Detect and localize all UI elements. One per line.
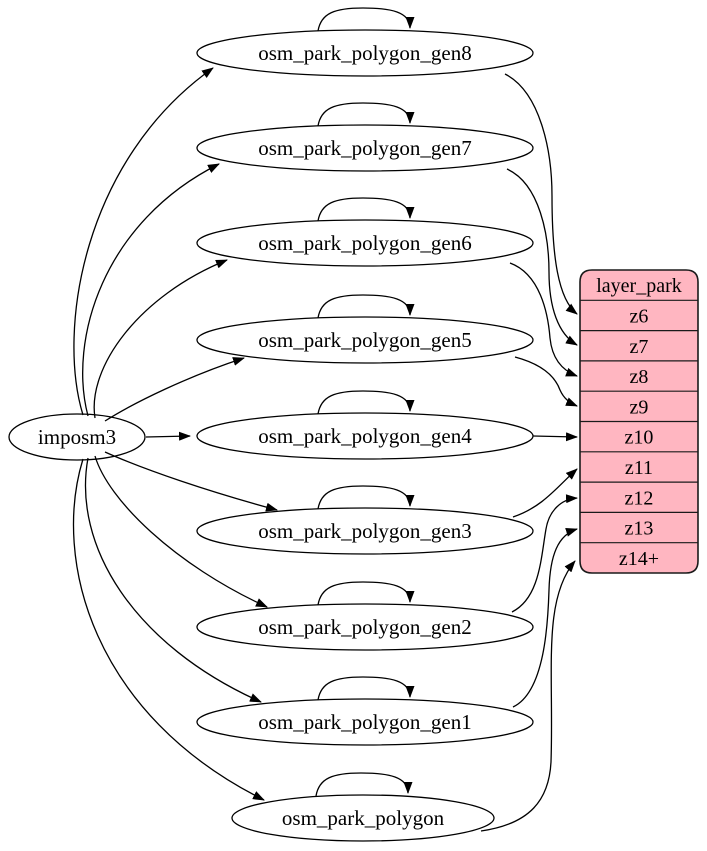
edge-osm_park_polygon-to-osm_park_polygon (315, 772, 413, 797)
edge-imposm3-to-osm_park_polygon_gen4 (145, 431, 191, 441)
edge-imposm3-to-osm_park_polygon_gen2 (94, 455, 268, 608)
edge-imposm3-to-osm_park_polygon_gen5 (104, 357, 245, 422)
osm_park_polygon_gen8-label: osm_park_polygon_gen8 (258, 41, 471, 65)
record-title: layer_park (596, 275, 682, 297)
edge-osm_park_polygon_gen7-to-osm_park_polygon_gen7 (317, 102, 415, 127)
record-row-z9: z9 (630, 396, 649, 418)
record-row-z7: z7 (630, 336, 649, 358)
record-row-z13: z13 (625, 518, 654, 540)
table-node-osm_park_polygon_gen7: osm_park_polygon_gen7 (196, 124, 534, 172)
osm_park_polygon_gen8-ellipse (196, 29, 534, 77)
table-node-osm_park_polygon_gen3: osm_park_polygon_gen3 (196, 507, 534, 555)
record-row-z10: z10 (625, 427, 654, 449)
table-node-imposm3: imposm3 (8, 413, 146, 461)
table-node-osm_park_polygon_gen8: osm_park_polygon_gen8 (196, 29, 534, 77)
edge-osm_park_polygon_gen1-to-osm_park_polygon_gen1 (317, 676, 415, 701)
record-row-z11: z11 (625, 457, 653, 479)
imposm3-label: imposm3 (38, 425, 116, 449)
edge-osm_park_polygon_gen8-to-z6 (504, 73, 578, 315)
edge-imposm3-to-osm_park_polygon (72, 458, 265, 801)
edge-osm_park_polygon-to-z14+ (480, 560, 576, 832)
osm_park_polygon_gen7-ellipse (196, 124, 534, 172)
osm_park_polygon_gen3-ellipse (196, 507, 534, 555)
edge-osm_park_polygon_gen4-to-osm_park_polygon_gen4 (317, 390, 415, 415)
table-node-osm_park_polygon_gen6: osm_park_polygon_gen6 (196, 219, 534, 267)
record-row-z14+: z14+ (619, 548, 659, 570)
osm_park_polygon_gen2-ellipse (196, 603, 534, 651)
table-node-osm_park_polygon: osm_park_polygon (231, 794, 495, 842)
edge-osm_park_polygon_gen5-to-z9 (514, 356, 578, 407)
edge-osm_park_polygon_gen1-to-z13 (512, 528, 578, 708)
osm_park_polygon_gen5-label: osm_park_polygon_gen5 (258, 328, 471, 352)
edge-osm_park_polygon_gen2-to-osm_park_polygon_gen2 (317, 581, 415, 606)
table-node-osm_park_polygon_gen5: osm_park_polygon_gen5 (196, 316, 534, 364)
edge-imposm3-to-osm_park_polygon_gen3 (104, 451, 278, 512)
edge-imposm3-to-osm_park_polygon_gen7 (82, 163, 220, 417)
osm_park_polygon_gen6-ellipse (196, 219, 534, 267)
osm_park_polygon_gen1-ellipse (196, 698, 534, 746)
edge-osm_park_polygon_gen7-to-z7 (506, 168, 578, 346)
table-node-osm_park_polygon_gen1: osm_park_polygon_gen1 (196, 698, 534, 746)
edge-osm_park_polygon_gen6-to-z8 (509, 262, 578, 377)
edge-osm_park_polygon_gen3-to-z11 (512, 468, 578, 518)
edge-imposm3-to-osm_park_polygon_gen6 (93, 259, 228, 419)
osm_park_polygon_gen5-ellipse (196, 316, 534, 364)
edge-osm_park_polygon_gen6-to-osm_park_polygon_gen6 (317, 197, 415, 222)
record-row-z8: z8 (630, 366, 649, 388)
osm_park_polygon_gen3-label: osm_park_polygon_gen3 (258, 519, 471, 543)
osm_park_polygon-label: osm_park_polygon (282, 806, 445, 830)
table-node-osm_park_polygon_gen4: osm_park_polygon_gen4 (196, 412, 534, 460)
osm_park_polygon_gen2-label: osm_park_polygon_gen2 (258, 615, 471, 639)
edge-osm_park_polygon_gen5-to-osm_park_polygon_gen5 (317, 294, 415, 319)
osm_park_polygon_gen7-label: osm_park_polygon_gen7 (258, 136, 471, 160)
edge-osm_park_polygon_gen3-to-osm_park_polygon_gen3 (317, 485, 415, 510)
record-row-z6: z6 (630, 305, 649, 327)
imposm3-ellipse (8, 413, 146, 461)
edge-osm_park_polygon_gen8-to-osm_park_polygon_gen8 (317, 7, 415, 32)
record-row-z12: z12 (625, 487, 654, 509)
edge-osm_park_polygon_gen4-to-z10 (532, 432, 578, 442)
osm_park_polygon_gen6-label: osm_park_polygon_gen6 (258, 231, 471, 255)
edge-osm_park_polygon_gen2-to-z12 (511, 494, 578, 613)
table-node-osm_park_polygon_gen2: osm_park_polygon_gen2 (196, 603, 534, 651)
osm_park_polygon_gen1-label: osm_park_polygon_gen1 (258, 710, 471, 734)
edge-imposm3-to-osm_park_polygon_gen1 (84, 457, 262, 703)
osm_park_polygon-ellipse (231, 794, 495, 842)
osm_park_polygon_gen4-label: osm_park_polygon_gen4 (258, 424, 472, 448)
record-node-layer_park: layer_park z6 z7 z8 z9 z10 z11 z12 z13 z14+ (579, 269, 699, 574)
edge-imposm3-to-osm_park_polygon_gen8 (73, 67, 214, 416)
